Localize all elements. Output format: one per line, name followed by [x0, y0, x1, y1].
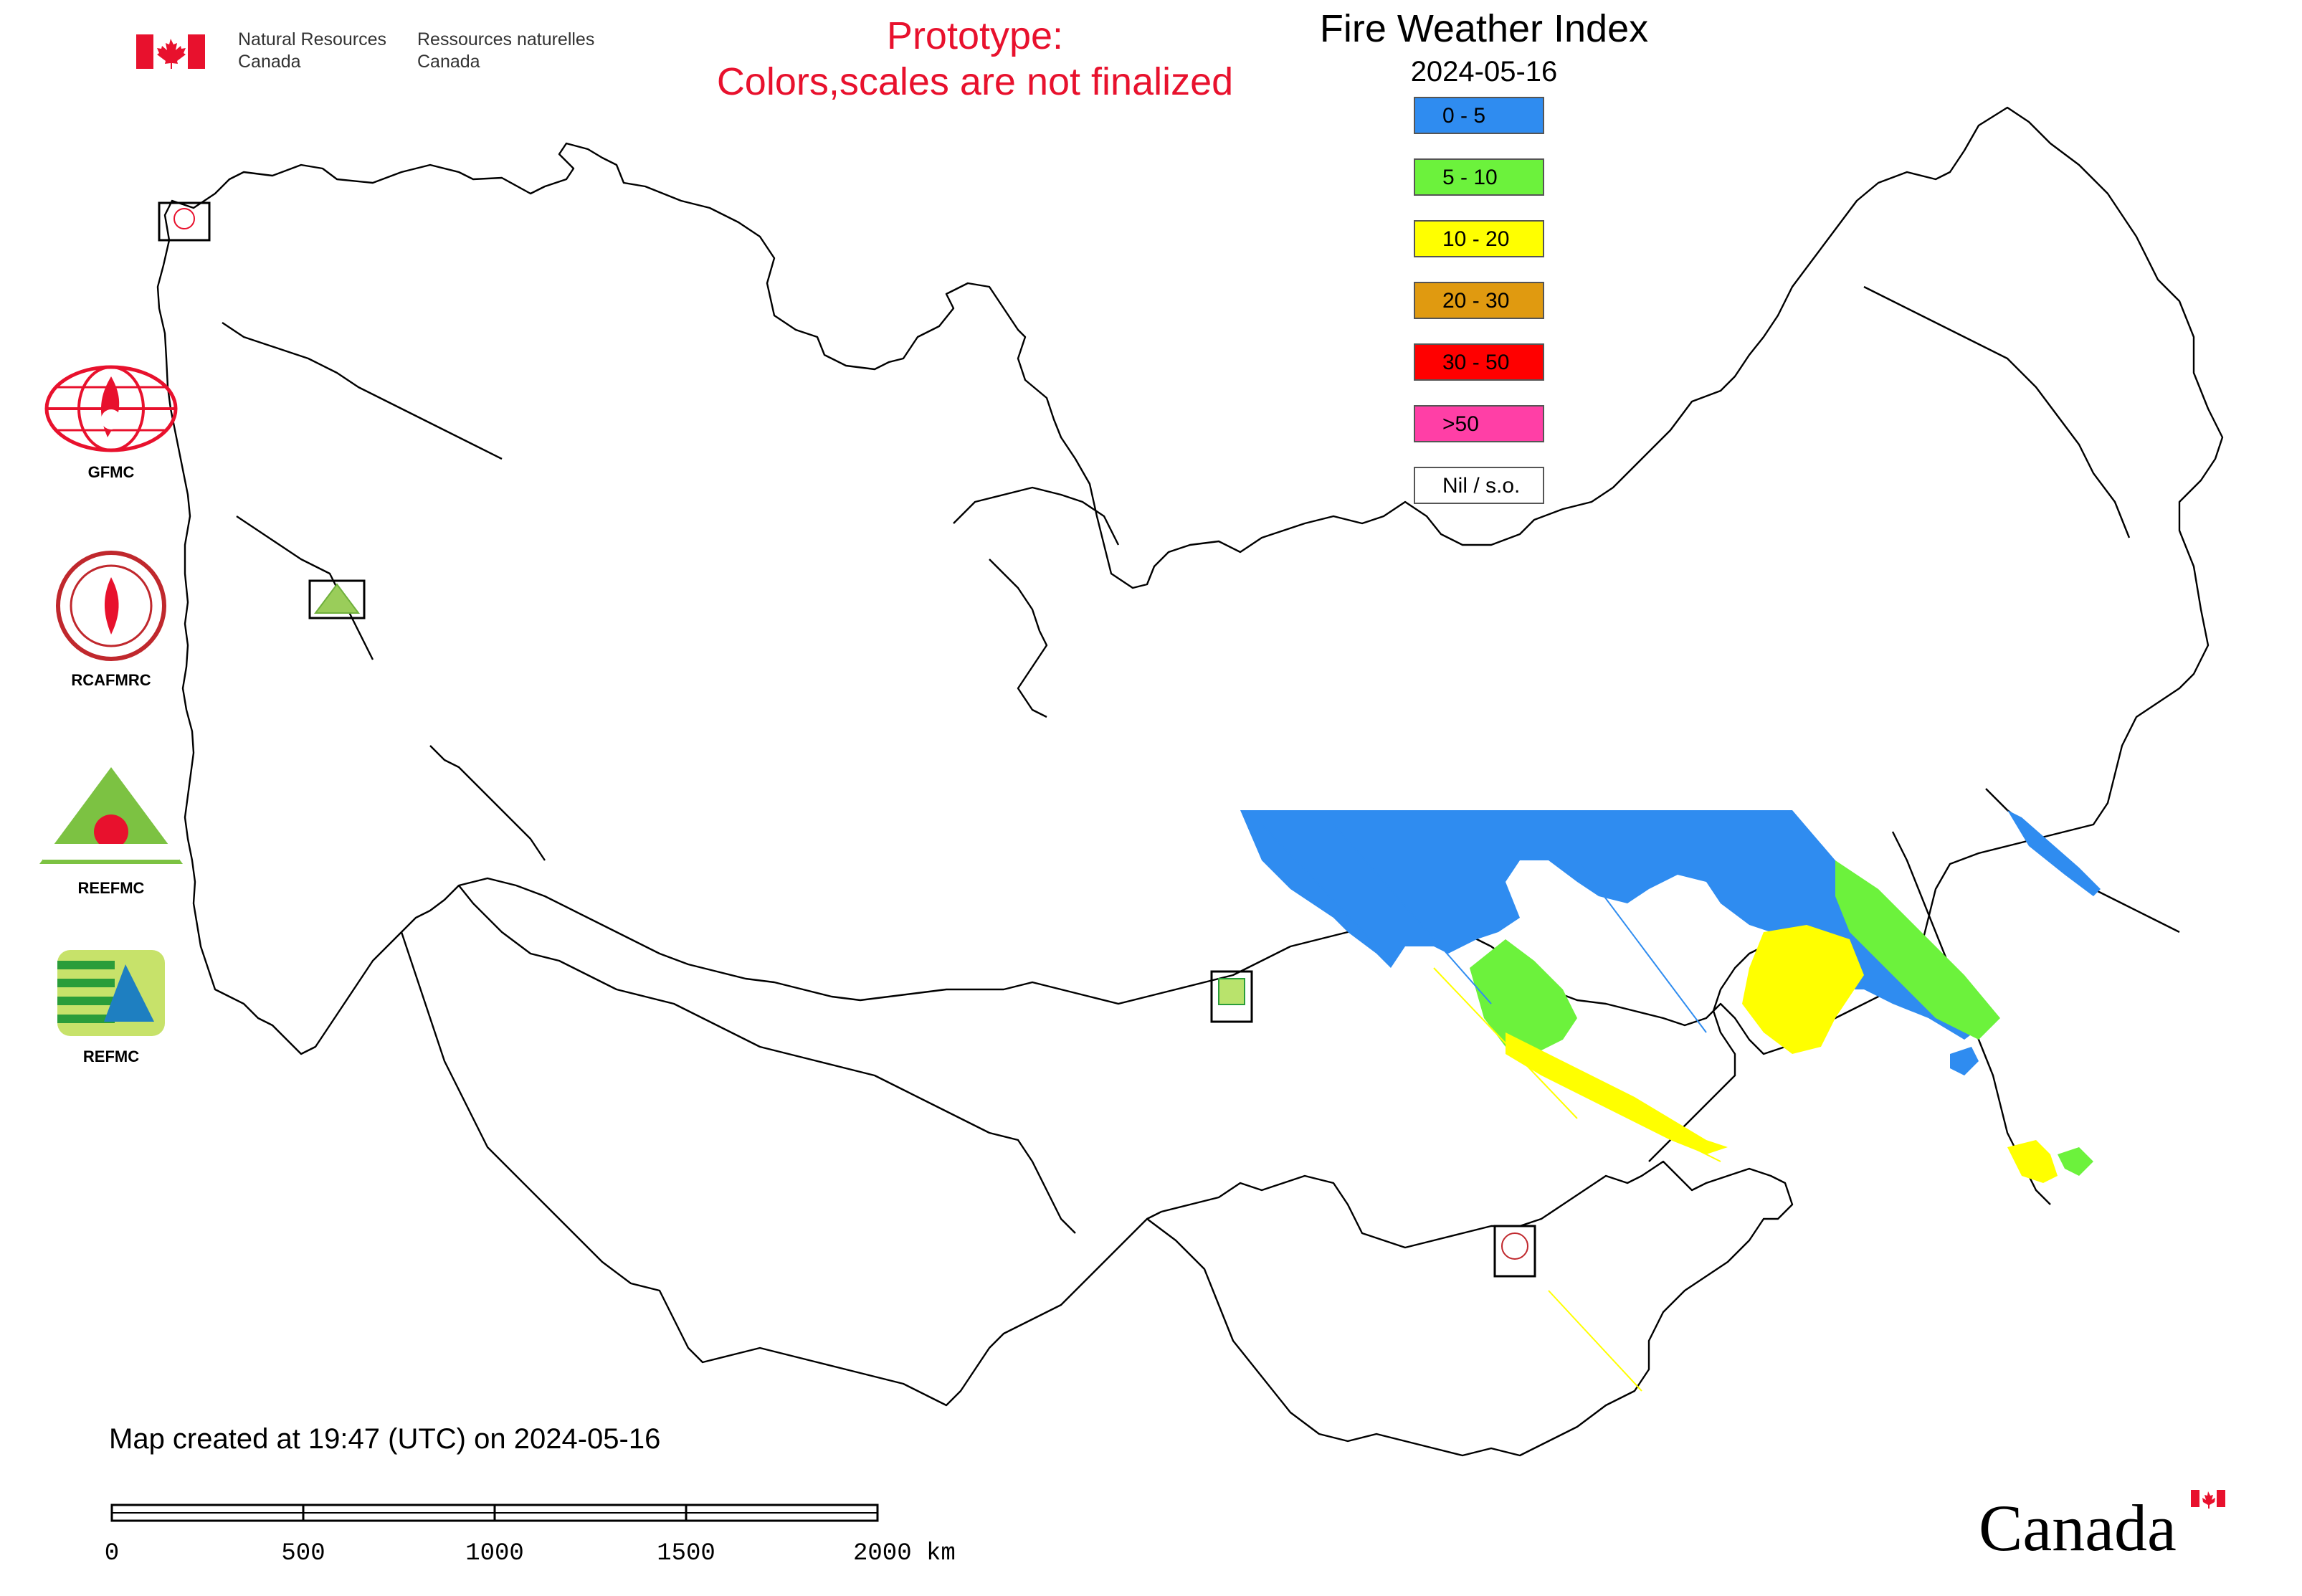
- nrcan-french: Ressources naturelles Canada: [417, 29, 594, 73]
- scale-tick-label: 1500: [657, 1540, 715, 1567]
- gfmc-mini-icon: [173, 208, 195, 229]
- map-created-note: Map created at 19:47 (UTC) on 2024-05-16: [109, 1423, 661, 1455]
- wordmark-flag-icon: [2191, 1490, 2225, 1509]
- nrcan-en-line2: Canada: [238, 52, 301, 72]
- gfmc-logo: GFMC: [29, 362, 194, 482]
- site-marker: [308, 579, 366, 619]
- fwi-legend: 0 - 5 5 - 10 10 - 20 20 - 30 30 - 50 >50…: [1414, 97, 1544, 528]
- scale-tick-label: 0: [105, 1540, 119, 1567]
- fwi-streak: [1576, 860, 1707, 1033]
- legend-item: 20 - 30: [1414, 282, 1544, 319]
- nrcan-en-line1: Natural Resources: [238, 29, 387, 49]
- legend-label: 0 - 5: [1442, 104, 1486, 128]
- map-title: Fire Weather Index: [1319, 7, 1649, 50]
- reefmc-mini-icon: [314, 583, 360, 614]
- refmc-sigma-icon: [57, 950, 165, 1036]
- legend-item: 0 - 5: [1414, 97, 1544, 134]
- nrcan-fr-line2: Canada: [417, 52, 480, 72]
- scale-bar-graphic: 0 500 1000 1500 2000 km: [105, 1504, 956, 1567]
- scale-tick-label: 500: [281, 1540, 325, 1567]
- legend-item: 10 - 20: [1414, 220, 1544, 257]
- nrcan-fr-line1: Ressources naturelles: [417, 29, 595, 49]
- canada-flag-icon: [136, 34, 205, 69]
- region-outline: [1863, 285, 2131, 538]
- canada-wordmark-graphic: Canada: [1979, 1490, 2225, 1564]
- site-markers: [158, 201, 1536, 1278]
- fwi-area-0-5: [1950, 1047, 1979, 1075]
- region-outline: [400, 931, 1162, 1407]
- fwi-area-0-5: [1240, 810, 1993, 1040]
- region-outline: [222, 322, 503, 460]
- site-marker: [1493, 1225, 1536, 1278]
- refmc-mini-icon: [1218, 978, 1245, 1005]
- site-marker: [1210, 970, 1253, 1023]
- map-outline-group: [156, 106, 2224, 1457]
- region-outline: [989, 559, 1048, 718]
- legend-label: 5 - 10: [1442, 166, 1498, 189]
- fwi-streak: [1333, 824, 1492, 1004]
- region-outline: [429, 745, 546, 861]
- fwi-streak: [1433, 967, 1578, 1119]
- fwi-area-5-10: [1835, 860, 2000, 1040]
- fwi-raster-group: [1240, 810, 2101, 1392]
- logo-caption: REFMC: [82, 1048, 140, 1065]
- fwi-streak: [1261, 824, 1392, 961]
- region-outline: [1985, 788, 2180, 934]
- fwi-area-10-20: [1742, 925, 1864, 1054]
- prototype-notice: Prototype: Colors,scales are not finaliz…: [631, 13, 1319, 105]
- gfmc-globe-icon: [44, 365, 178, 452]
- rcafmrc-mini-icon: [1501, 1232, 1528, 1260]
- reefmc-logo: REEFMC: [29, 764, 194, 898]
- legend-label: 20 - 30: [1442, 289, 1510, 313]
- rcafmrc-seal-icon: [56, 551, 166, 661]
- fwi-area-5-10: [1470, 939, 1577, 1054]
- nrcan-english: Natural Resources Canada: [238, 29, 386, 73]
- fwi-streak: [1548, 1290, 1642, 1392]
- fwi-area-10-20: [1506, 1032, 1728, 1154]
- logo-caption: RCAFMRC: [71, 671, 151, 689]
- region-outline: [236, 516, 374, 660]
- legend-label: 10 - 20: [1442, 227, 1510, 251]
- fwi-streak: [1548, 1075, 1721, 1162]
- legend-item: 5 - 10: [1414, 158, 1544, 196]
- map-date: 2024-05-16: [1410, 56, 1558, 87]
- region-outline: [156, 106, 2224, 1055]
- scale-tick-label: 1000: [465, 1540, 524, 1567]
- legend-item: >50: [1414, 405, 1544, 442]
- region-outline: [458, 885, 1076, 1234]
- prototype-line1: Prototype:: [886, 14, 1064, 57]
- scale-tick-label: 2000 km: [853, 1540, 956, 1567]
- legend-label: 30 - 50: [1442, 351, 1510, 374]
- legend-item: 30 - 50: [1414, 343, 1544, 381]
- refmc-logo: REFMC: [29, 946, 194, 1066]
- fwi-area-10-20: [2007, 1140, 2058, 1183]
- prototype-line2: Colors,scales are not finalized: [716, 60, 1234, 103]
- legend-label: >50: [1442, 412, 1479, 436]
- scale-bar: 0 500 1000 1500 2000 km: [100, 1495, 975, 1574]
- canada-wordmark-text: Canada: [1979, 1491, 2177, 1563]
- region-outline: [1146, 1160, 1794, 1457]
- site-marker: [158, 201, 211, 242]
- legend-item: Nil / s.o.: [1414, 467, 1544, 504]
- region-outline: [953, 486, 1120, 546]
- logo-caption: GFMC: [87, 463, 135, 481]
- canada-wordmark: Canada: [1979, 1484, 2244, 1564]
- fwi-area-5-10: [2058, 1147, 2093, 1176]
- rcafmrc-logo: RCAFMRC: [29, 548, 194, 690]
- fwi-area-0-5: [2007, 810, 2101, 896]
- reefmc-triangle-icon: [39, 767, 183, 864]
- nrcan-signature: Natural Resources Canada Ressources natu…: [136, 29, 624, 79]
- legend-label: Nil / s.o.: [1442, 474, 1521, 498]
- logo-caption: REEFMC: [77, 879, 145, 897]
